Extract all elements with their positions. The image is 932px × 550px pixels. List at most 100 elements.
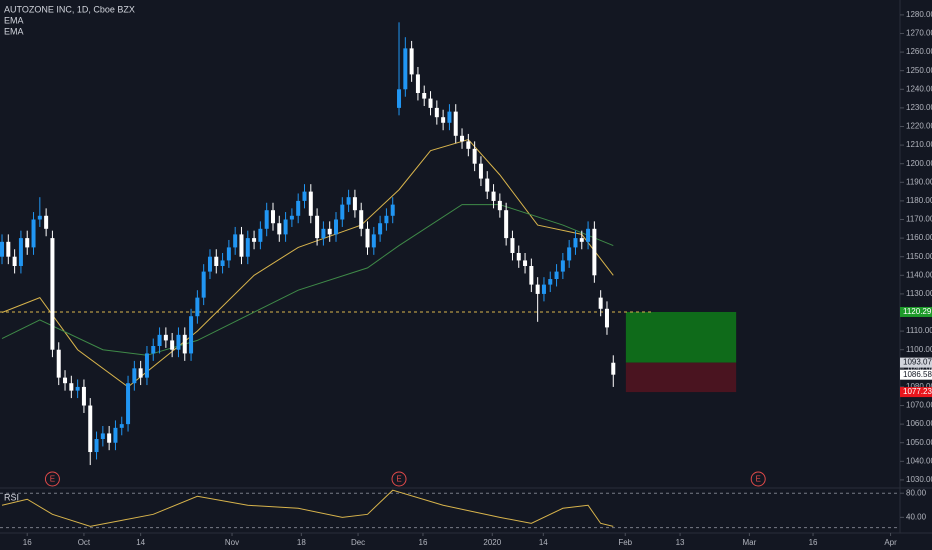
y-tick-label: 1210.00 [906,140,932,149]
candle-body [346,197,351,205]
y-tick-label: 1170.00 [906,215,932,224]
candle-body [163,334,168,341]
y-tick-label: 1030.00 [906,475,932,484]
y-tick-label: 1270.00 [906,29,932,38]
candle-body [88,405,93,453]
candle-body [81,386,86,406]
candle-body [554,271,559,280]
candle-body [245,238,250,257]
price-tag [900,306,932,317]
price-tag [900,357,932,368]
candle-body [567,247,572,261]
y-tick-label: 1140.00 [906,270,932,279]
candle-body [611,362,616,375]
candle-body [340,204,345,220]
candle-body [573,238,578,248]
candle-body [302,191,307,201]
candle-body [491,191,496,201]
y-tick-label: 1200.00 [906,159,932,168]
y-tick-label: 1240.00 [906,84,932,93]
candle-body [176,334,181,350]
candle-body [441,117,446,123]
earnings-label: E [50,475,55,484]
candle-body [107,433,112,443]
candle-body [94,439,99,453]
candle-body [523,260,528,267]
candle-body [157,334,162,346]
candle-body [560,260,565,272]
candle-body [252,238,257,242]
y-tick-label: 1130.00 [906,289,932,298]
candle-body [365,228,370,248]
candle-body [384,215,389,224]
price-tag-label: 1093.07 [903,358,932,367]
rsi-label: RSI [4,492,19,502]
x-tick-label: Feb [618,538,632,547]
indicator-label: EMA [4,15,24,25]
x-tick-label: 16 [419,538,428,547]
y-tick-label: 1160.00 [906,233,932,242]
candle-body [195,297,200,317]
stop-zone [625,362,737,393]
y-tick-label: 1090.00 [906,363,932,372]
candle-body [371,234,376,248]
x-tick-label: 16 [23,538,32,547]
candle-body [239,234,244,257]
candle-body [31,219,36,248]
candle-body [497,200,502,211]
y-tick-label: 1150.00 [906,252,932,261]
y-tick-label: 1110.00 [906,326,932,335]
candle-body [415,74,420,94]
candle-body [472,148,477,164]
y-tick-label: 1250.00 [906,66,932,75]
candle-body [138,368,143,378]
candle-body [409,48,414,75]
y-tick-label: 1230.00 [906,103,932,112]
price-tag [900,387,932,398]
candle-body [100,433,105,440]
candle-body [403,48,408,90]
y-tick-label: 1100.00 [906,345,932,354]
x-tick-label: 13 [676,538,685,547]
rsi-line [1,489,614,527]
price-tag-label: 1120.29 [903,307,932,316]
candle-body [378,223,383,235]
candle-body [453,111,458,136]
candle-body [535,284,540,294]
candle-body [283,219,288,235]
earnings-marker [391,471,407,487]
candle-body [277,223,282,235]
candle-body [598,297,603,309]
candle-body [579,238,584,242]
x-tick-label: Nov [225,538,239,547]
candle-body [516,252,521,261]
x-tick-label: 14 [136,538,145,547]
candle-body [466,141,471,149]
candle-body [56,349,61,378]
candle-body [422,93,427,99]
candle-body [510,238,515,253]
candle-body [182,334,187,354]
candle-body [390,204,395,216]
candle-body [63,377,68,384]
x-tick-label: Dec [351,538,365,547]
y-tick-label: 1280.00 [906,10,932,19]
candle-body [37,215,42,220]
y-tick-label: 1220.00 [906,122,932,131]
x-tick-label: 16 [809,538,818,547]
y-tick-label: 1180.00 [906,196,932,205]
y-tick-label: 1190.00 [906,177,932,186]
candle-body [541,284,546,294]
candle-body [12,256,17,267]
candle-body [119,424,124,428]
candle-body [258,228,263,242]
candle-body [334,219,339,235]
y-tick-label: 1050.00 [906,438,932,447]
candle-body [151,345,156,354]
candle-body [296,200,301,216]
candle-body [0,241,5,257]
candle-body [50,238,55,350]
x-tick-label: Mar [743,538,757,547]
